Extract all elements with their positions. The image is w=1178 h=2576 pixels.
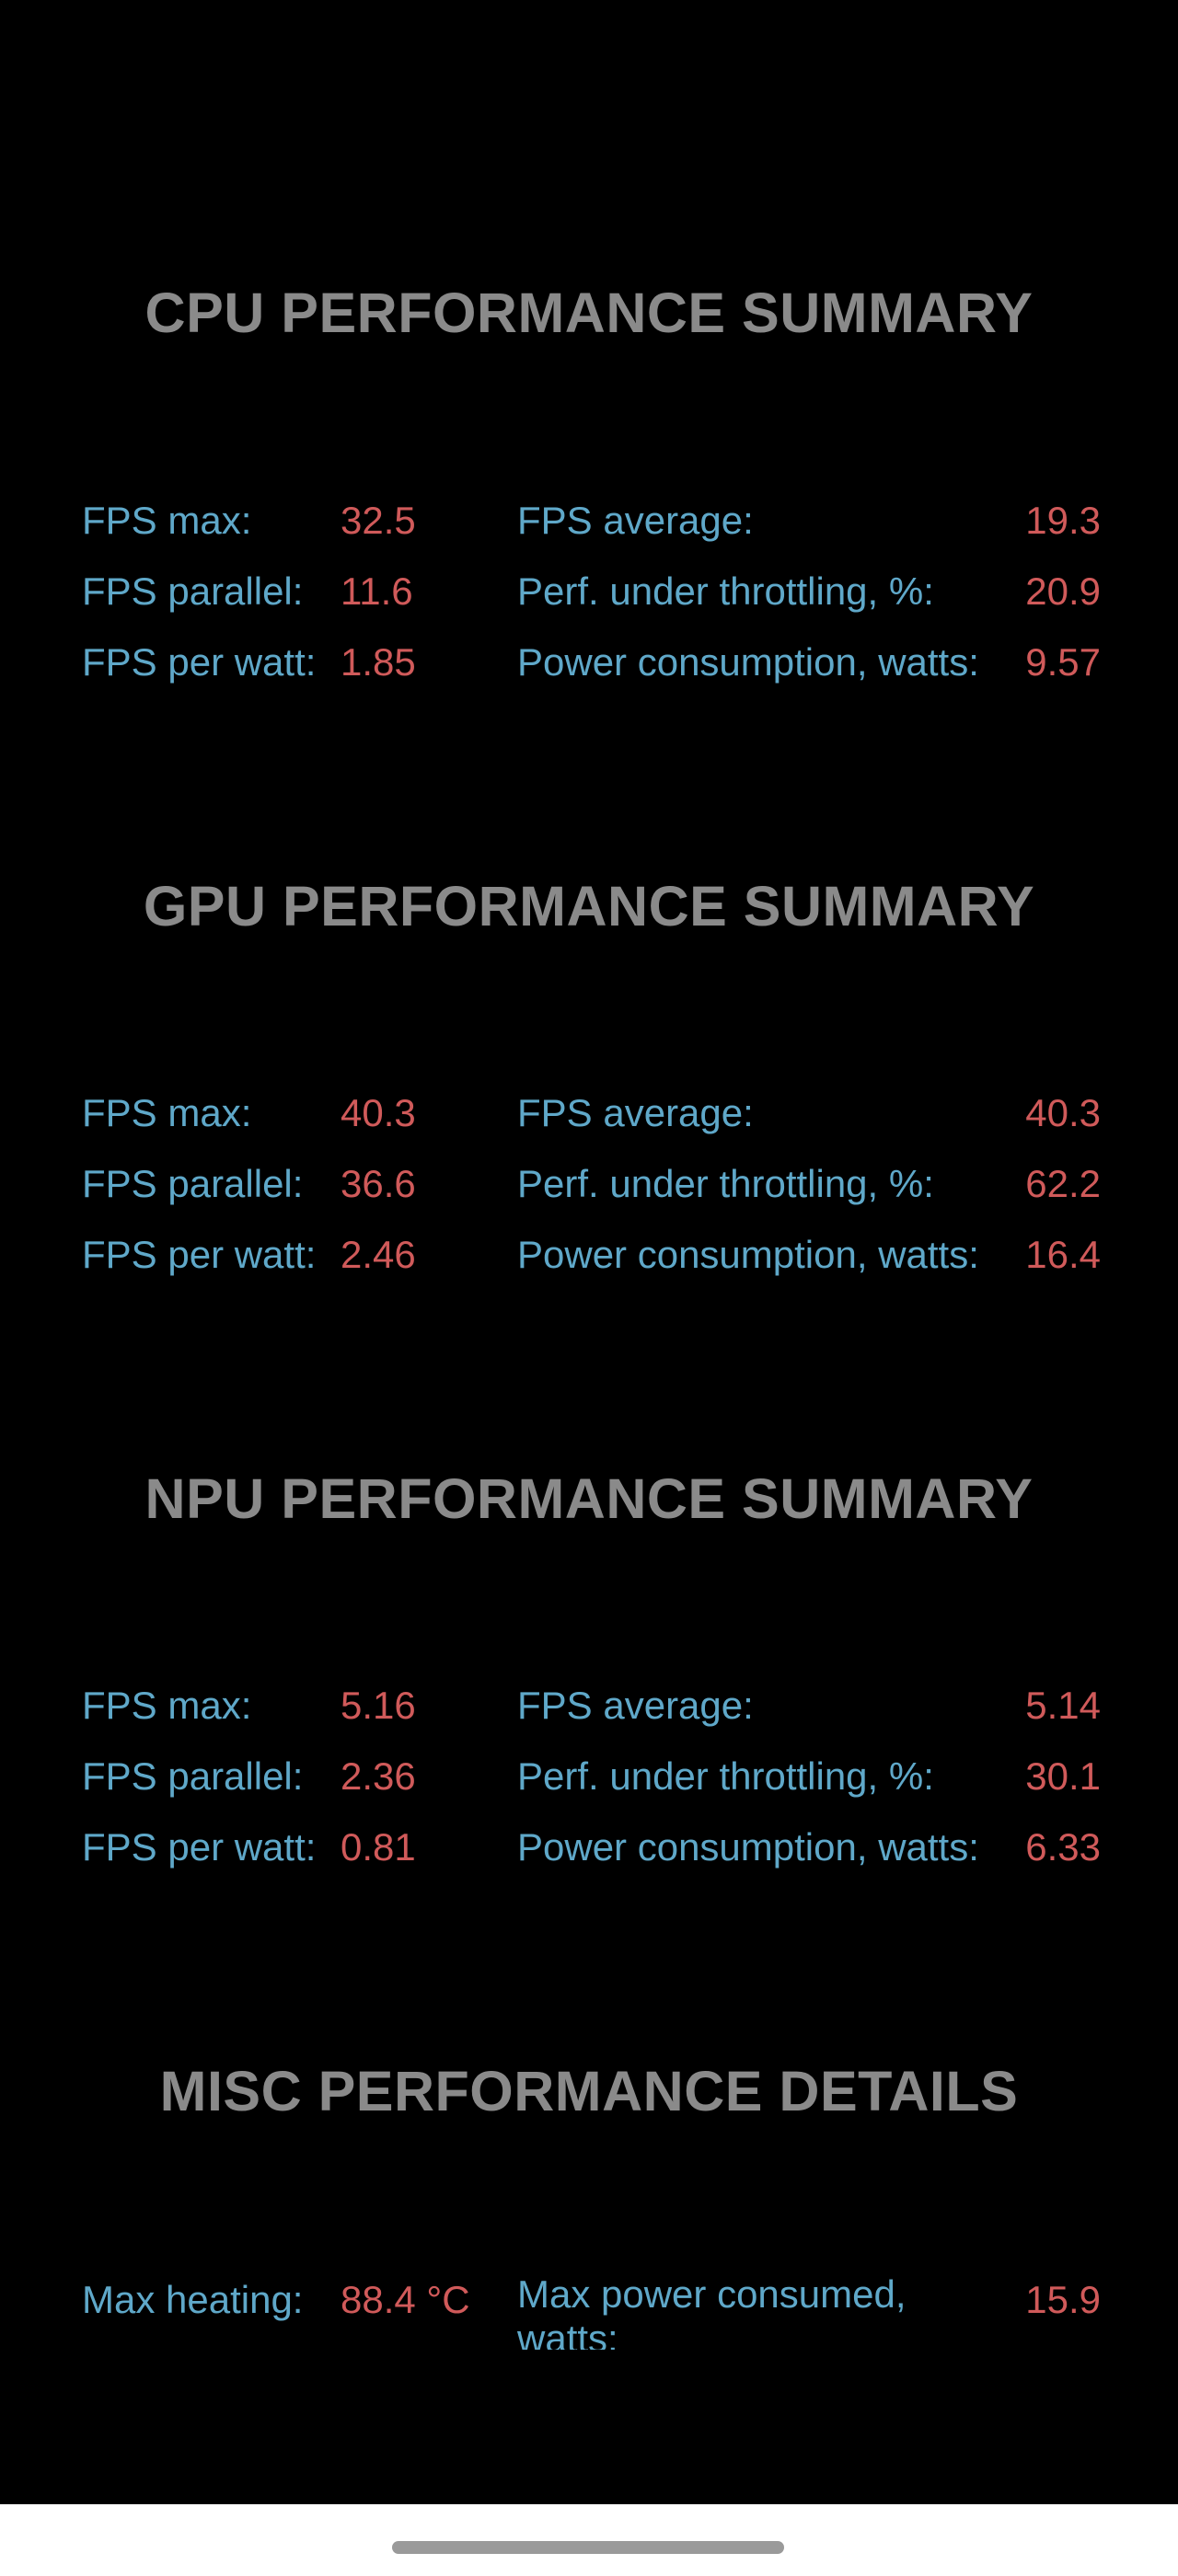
- gpu-fps-per-watt-value: 2.46: [341, 1233, 416, 1276]
- cpu-perf-throttling-label: Perf. under throttling, %:: [517, 569, 934, 613]
- npu-perf-throttling-value: 30.1: [1025, 1754, 1101, 1798]
- npu-fps-parallel-label: FPS parallel:: [82, 1754, 304, 1798]
- cpu-fps-max-label: FPS max:: [82, 499, 252, 542]
- npu-fps-parallel-value: 2.36: [341, 1754, 416, 1798]
- npu-fps-per-watt-value: 0.81: [341, 1825, 416, 1869]
- npu-perf-throttling-label: Perf. under throttling, %:: [517, 1754, 934, 1798]
- gpu-row-2: FPS parallel: 36.6 Perf. under throttlin…: [0, 1156, 1178, 1212]
- home-gesture-handle[interactable]: [392, 2541, 784, 2554]
- max-power-consumed-value: 15.9: [1025, 2278, 1101, 2321]
- max-heating-label: Max heating:: [82, 2278, 304, 2321]
- gpu-fps-max-label: FPS max:: [82, 1091, 252, 1134]
- npu-row-1: FPS max: 5.16 FPS average: 5.14: [0, 1678, 1178, 1733]
- gpu-perf-throttling-value: 62.2: [1025, 1162, 1101, 1205]
- cpu-fps-parallel-value: 11.6: [341, 569, 413, 613]
- gpu-row-1: FPS max: 40.3 FPS average: 40.3: [0, 1086, 1178, 1141]
- max-heating-value: 88.4 °C: [341, 2278, 470, 2321]
- cpu-fps-per-watt-value: 1.85: [341, 640, 416, 684]
- gpu-fps-average-label: FPS average:: [517, 1091, 754, 1134]
- gpu-power-consumption-label: Power consumption, watts:: [517, 1233, 979, 1276]
- cpu-row-1: FPS max: 32.5 FPS average: 19.3: [0, 493, 1178, 548]
- max-power-consumed-label: Max power consumed, watts:: [517, 2272, 907, 2350]
- cpu-perf-throttling-value: 20.9: [1025, 569, 1101, 613]
- cpu-row-3: FPS per watt: 1.85 Power consumption, wa…: [0, 635, 1178, 690]
- npu-fps-average-label: FPS average:: [517, 1684, 754, 1727]
- cpu-summary-title: CPU PERFORMANCE SUMMARY: [144, 282, 1034, 344]
- npu-fps-average-value: 5.14: [1025, 1684, 1101, 1727]
- npu-fps-per-watt-label: FPS per watt:: [82, 1825, 317, 1869]
- cpu-fps-max-value: 32.5: [341, 499, 416, 542]
- gpu-summary-title: GPU PERFORMANCE SUMMARY: [143, 875, 1035, 937]
- cpu-power-consumption-label: Power consumption, watts:: [517, 640, 979, 684]
- npu-summary-title: NPU PERFORMANCE SUMMARY: [144, 1467, 1034, 1530]
- gpu-fps-parallel-value: 36.6: [341, 1162, 416, 1205]
- cpu-power-consumption-value: 9.57: [1025, 640, 1101, 684]
- gpu-fps-average-value: 40.3: [1025, 1091, 1101, 1134]
- npu-power-consumption-label: Power consumption, watts:: [517, 1825, 979, 1869]
- npu-fps-max-label: FPS max:: [82, 1684, 252, 1727]
- npu-fps-max-value: 5.16: [341, 1684, 416, 1727]
- gpu-fps-max-value: 40.3: [341, 1091, 416, 1134]
- gpu-perf-throttling-label: Perf. under throttling, %:: [517, 1162, 934, 1205]
- gpu-fps-parallel-label: FPS parallel:: [82, 1162, 304, 1205]
- cpu-fps-per-watt-label: FPS per watt:: [82, 640, 317, 684]
- cpu-fps-average-value: 19.3: [1025, 499, 1101, 542]
- gpu-row-3: FPS per watt: 2.46 Power consumption, wa…: [0, 1227, 1178, 1282]
- misc-row-1: Max heating: 88.4 °C Max power consumed,…: [0, 2272, 1178, 2350]
- npu-row-3: FPS per watt: 0.81 Power consumption, wa…: [0, 1820, 1178, 1875]
- cpu-fps-average-label: FPS average:: [517, 499, 754, 542]
- npu-power-consumption-value: 6.33: [1025, 1825, 1101, 1869]
- npu-row-2: FPS parallel: 2.36 Perf. under throttlin…: [0, 1749, 1178, 1804]
- misc-details-title: MISC PERFORMANCE DETAILS: [159, 2060, 1019, 2122]
- gpu-fps-per-watt-label: FPS per watt:: [82, 1233, 317, 1276]
- system-navigation-bar: [0, 2504, 1178, 2576]
- cpu-fps-parallel-label: FPS parallel:: [82, 569, 304, 613]
- gpu-power-consumption-value: 16.4: [1025, 1233, 1101, 1276]
- cpu-row-2: FPS parallel: 11.6 Perf. under throttlin…: [0, 564, 1178, 619]
